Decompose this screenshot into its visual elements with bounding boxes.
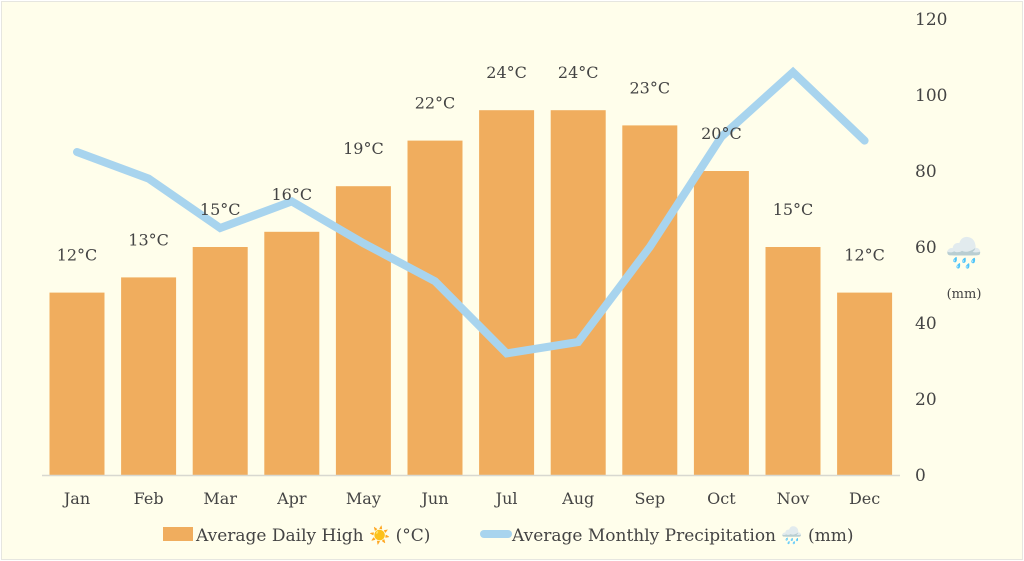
y-tick-20: 20 bbox=[915, 390, 937, 410]
y-tick-40: 40 bbox=[915, 314, 937, 334]
right-axis-unit-label: (mm) bbox=[947, 287, 982, 302]
x-tick-feb: Feb bbox=[134, 489, 164, 508]
legend-label-temperature: Average Daily High ☀️ (°C) bbox=[195, 525, 430, 546]
x-tick-oct: Oct bbox=[707, 489, 736, 508]
data-label-aug: 24°C bbox=[558, 63, 599, 82]
bar-nov bbox=[765, 247, 821, 475]
data-label-feb: 13°C bbox=[128, 230, 169, 249]
precipitation-line bbox=[73, 66, 869, 358]
y-tick-80: 80 bbox=[915, 162, 937, 182]
x-tick-may: May bbox=[346, 489, 381, 508]
data-label-oct: 20°C bbox=[701, 124, 742, 143]
data-label-jun: 22°C bbox=[415, 94, 456, 113]
data-label-jul: 24°C bbox=[486, 63, 527, 82]
bar-dec bbox=[837, 292, 893, 475]
legend: Average Daily High ☀️ (°C) Average Month… bbox=[163, 525, 853, 546]
bar-apr bbox=[264, 231, 320, 475]
data-label-apr: 16°C bbox=[271, 185, 312, 204]
bar-sep bbox=[622, 125, 678, 476]
x-tick-jun: Jun bbox=[419, 489, 448, 508]
x-tick-mar: Mar bbox=[203, 489, 237, 508]
x-tick-aug: Aug bbox=[561, 489, 594, 508]
x-tick-dec: Dec bbox=[849, 489, 880, 508]
bar-mar bbox=[192, 247, 248, 475]
data-label-sep: 23°C bbox=[629, 78, 670, 97]
bar-jul bbox=[479, 110, 535, 475]
data-label-mar: 15°C bbox=[200, 200, 241, 219]
bar-feb bbox=[121, 277, 177, 475]
y-tick-120: 120 bbox=[915, 10, 947, 30]
bar-oct bbox=[693, 171, 749, 475]
x-tick-nov: Nov bbox=[777, 489, 810, 508]
bar-jan bbox=[49, 292, 105, 475]
x-tick-apr: Apr bbox=[276, 489, 307, 508]
rain-cloud-icon: 🌧️ bbox=[945, 234, 982, 271]
y-tick-100: 100 bbox=[915, 86, 947, 106]
data-label-may: 19°C bbox=[343, 139, 384, 158]
bar-jun bbox=[407, 140, 463, 475]
bar-aug bbox=[550, 110, 606, 475]
data-label-dec: 12°C bbox=[844, 246, 885, 265]
y-tick-0: 0 bbox=[915, 466, 926, 486]
legend-label-precipitation: Average Monthly Precipitation 🌧️ (mm) bbox=[511, 525, 853, 546]
legend-swatch-temperature bbox=[163, 527, 193, 541]
x-tick-jul: Jul bbox=[494, 489, 518, 508]
data-label-jan: 12°C bbox=[57, 246, 98, 265]
x-tick-sep: Sep bbox=[634, 489, 665, 508]
x-tick-jan: Jan bbox=[62, 489, 90, 508]
data-label-nov: 15°C bbox=[773, 200, 814, 219]
y-tick-60: 60 bbox=[915, 238, 937, 258]
